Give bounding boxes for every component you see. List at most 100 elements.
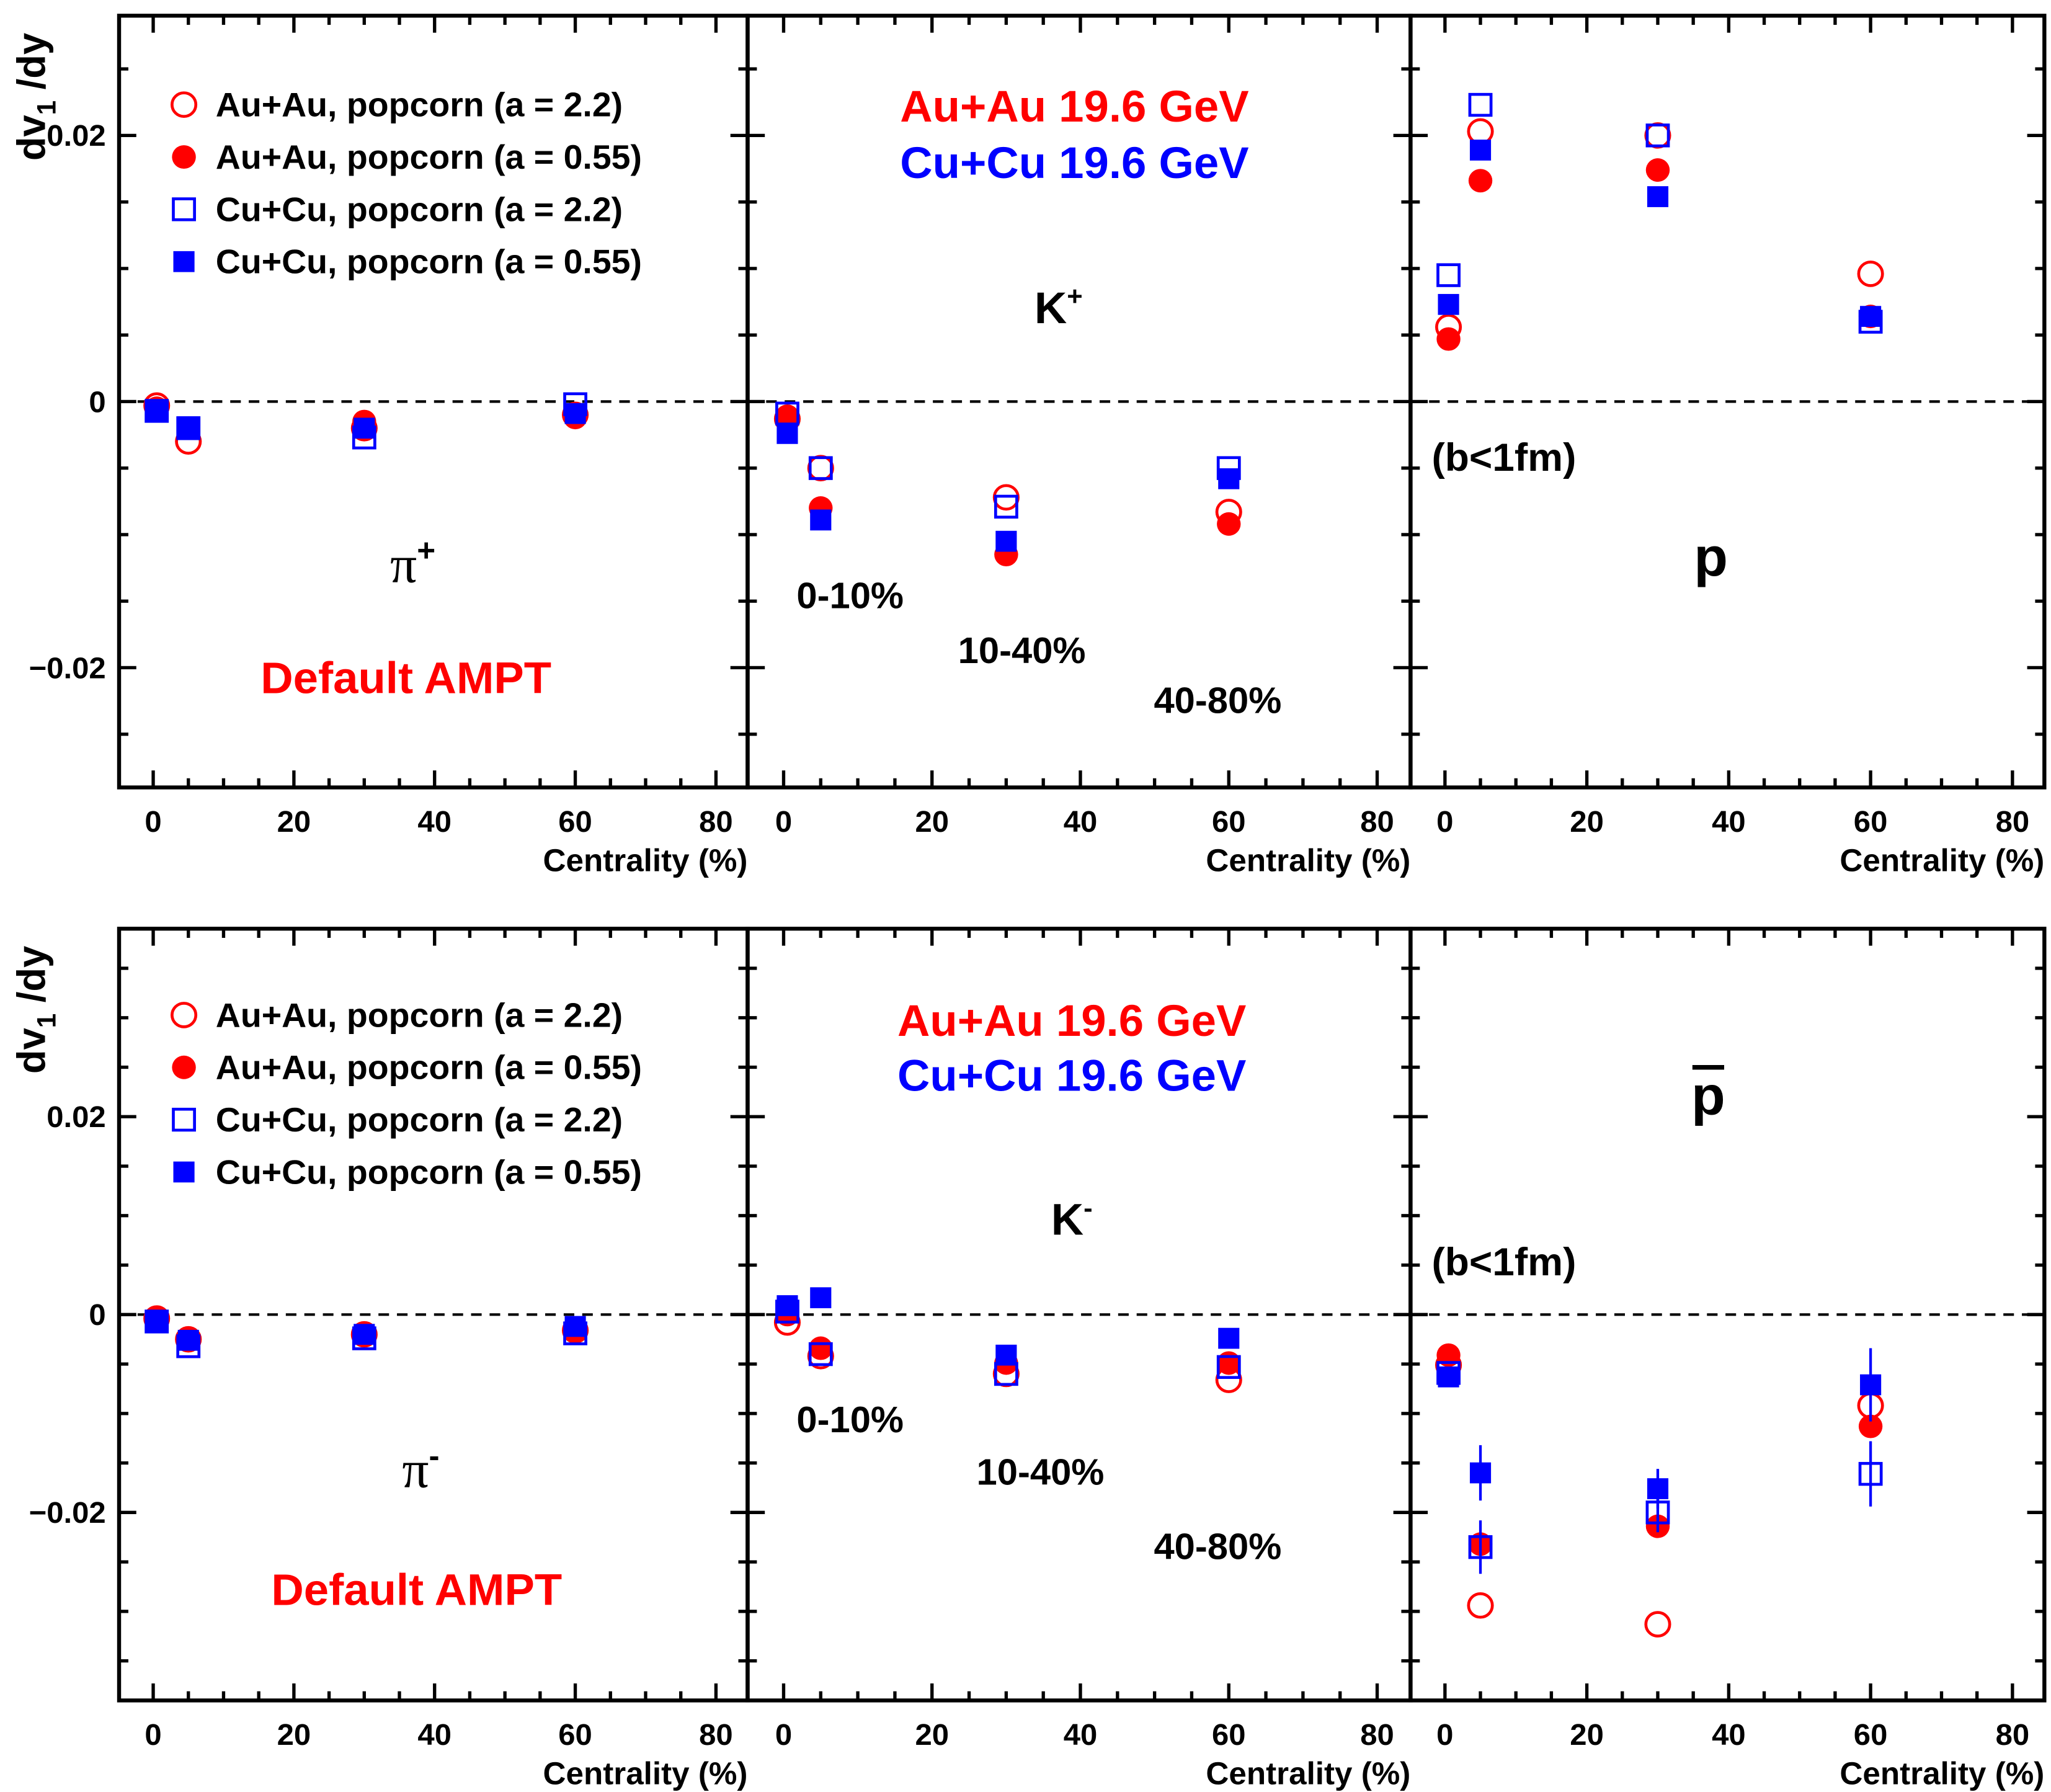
x-axis-label: Centrality (%) bbox=[543, 843, 748, 878]
x-tick-label: 60 bbox=[1212, 805, 1246, 839]
series-0 bbox=[773, 405, 1242, 525]
data-point bbox=[354, 1324, 375, 1345]
x-tick-label: 40 bbox=[1064, 805, 1098, 839]
data-point bbox=[1644, 1611, 1671, 1638]
data-point bbox=[354, 417, 375, 439]
x-axis-label: Centrality (%) bbox=[1206, 1756, 1410, 1791]
data-point bbox=[1647, 1478, 1669, 1499]
x-tick-label: 40 bbox=[1064, 1718, 1098, 1752]
data-point bbox=[177, 416, 199, 438]
data-point bbox=[994, 494, 1018, 519]
data-point bbox=[1469, 140, 1492, 161]
legend-marker bbox=[173, 1161, 195, 1183]
x-tick-label: 80 bbox=[1360, 805, 1394, 839]
data-point bbox=[1857, 261, 1884, 287]
data-point bbox=[1217, 1351, 1241, 1375]
data-point bbox=[146, 401, 167, 423]
x-tick-label: 0 bbox=[1436, 1718, 1453, 1752]
data-point bbox=[1858, 1414, 1883, 1438]
centrality-label: 0-10% bbox=[796, 575, 904, 617]
y-tick-label: −0.02 bbox=[29, 652, 106, 685]
data-point bbox=[1436, 263, 1461, 287]
data-point bbox=[809, 1336, 833, 1360]
legend-marker bbox=[172, 145, 196, 169]
data-point bbox=[177, 1329, 199, 1351]
particle-label: K- bbox=[1051, 1193, 1093, 1244]
series-2 bbox=[1436, 1361, 1883, 1574]
series-0 bbox=[1435, 118, 1884, 341]
legend: Au+Au, popcorn (a = 2.2) Au+Au, popcorn (… bbox=[171, 996, 642, 1191]
panel-2: 0 20 40 60 80 Centrality (%) p (b<1fm) bbox=[1408, 14, 2047, 878]
centrality-label: 40-80% bbox=[1154, 1526, 1281, 1567]
panel-3: 0 20 40 60 80 −0.02 0 0.02 Centrality (%) dv1 /dy… bbox=[9, 927, 750, 1791]
data-point bbox=[995, 1344, 1017, 1366]
legend-entry: Cu+Cu, popcorn (a = 0.55) bbox=[216, 243, 642, 281]
data-point bbox=[1645, 158, 1670, 182]
data-point bbox=[810, 1287, 832, 1309]
legend: Au+Au, popcorn (a = 2.2) Au+Au, popcorn (… bbox=[171, 86, 642, 281]
y-tick-label: 0.02 bbox=[47, 1100, 105, 1134]
data-point bbox=[1216, 1355, 1241, 1380]
x-tick-label: 0 bbox=[775, 1718, 792, 1752]
x-tick-label: 0 bbox=[145, 1718, 161, 1752]
x-tick-label: 0 bbox=[775, 805, 792, 839]
data-point bbox=[776, 423, 798, 444]
data-point bbox=[1469, 1462, 1492, 1484]
data-point bbox=[995, 530, 1017, 552]
panel-1: 0 20 40 60 80 Centrality (%) K+ Au+Au 19.6 GeV C… bbox=[745, 14, 1413, 878]
legend-marker bbox=[171, 91, 198, 118]
x-tick-label: 20 bbox=[277, 805, 311, 839]
x-axis-label: Centrality (%) bbox=[543, 1756, 748, 1791]
x-tick-label: 40 bbox=[1712, 805, 1746, 839]
x-tick-label: 20 bbox=[915, 1718, 949, 1752]
data-point bbox=[1438, 1366, 1459, 1388]
system-label: Au+Au 19.6 GeV bbox=[897, 997, 1246, 1046]
centrality-label: 10-40% bbox=[958, 630, 1086, 671]
data-point bbox=[1468, 1535, 1493, 1559]
x-tick-label: 20 bbox=[1570, 1718, 1604, 1752]
data-point bbox=[1438, 293, 1459, 315]
centrality-label: 0-10% bbox=[796, 1399, 904, 1440]
series-3 bbox=[1438, 140, 1882, 327]
series-3 bbox=[776, 1287, 1240, 1366]
data-point bbox=[1436, 327, 1461, 351]
x-axis-label: Centrality (%) bbox=[1840, 1756, 2044, 1791]
series-3 bbox=[1438, 1348, 1882, 1509]
data-point bbox=[146, 1311, 167, 1332]
legend-entry: Au+Au, popcorn (a = 0.55) bbox=[216, 138, 642, 176]
data-point bbox=[1860, 306, 1882, 327]
data-point bbox=[1436, 1343, 1461, 1367]
x-tick-label: 0 bbox=[145, 805, 161, 839]
legend-marker bbox=[173, 251, 195, 272]
legend-entry: Cu+Cu, popcorn (a = 2.2) bbox=[216, 190, 623, 229]
data-point bbox=[564, 403, 586, 424]
series-1 bbox=[1436, 1343, 1883, 1556]
y-tick-label: 0 bbox=[89, 1298, 105, 1332]
y-axis-label: dv1 /dy bbox=[9, 32, 61, 161]
series-3 bbox=[776, 423, 1240, 552]
y-tick-label: 0 bbox=[89, 386, 105, 419]
data-point bbox=[1218, 1327, 1240, 1349]
model-label: Default AMPT bbox=[271, 1566, 562, 1615]
x-tick-label: 60 bbox=[558, 805, 592, 839]
legend-entry: Au+Au, popcorn (a = 2.2) bbox=[216, 996, 623, 1035]
legend-marker bbox=[172, 1107, 196, 1132]
y-axis-label: dv1 /dy bbox=[9, 945, 61, 1074]
data-point bbox=[564, 1316, 586, 1337]
x-tick-label: 60 bbox=[558, 1718, 592, 1752]
x-tick-label: 60 bbox=[1854, 1718, 1888, 1752]
impact-parameter-note: (b<1fm) bbox=[1431, 435, 1576, 479]
series-2 bbox=[775, 401, 1241, 519]
data-point bbox=[1644, 122, 1671, 149]
data-point bbox=[1218, 468, 1240, 489]
system-label: Au+Au 19.6 GeV bbox=[900, 82, 1248, 132]
particle-label: p bbox=[1691, 1064, 1725, 1126]
data-point bbox=[775, 404, 799, 428]
data-point bbox=[810, 509, 832, 531]
data-point bbox=[1647, 186, 1669, 207]
series-3 bbox=[146, 401, 586, 439]
panel-5: 0 20 40 60 80 Centrality (%) p (b<1fm) bbox=[1408, 927, 2047, 1791]
x-tick-label: 80 bbox=[1360, 1718, 1394, 1752]
particle-label: π- bbox=[402, 1438, 439, 1499]
